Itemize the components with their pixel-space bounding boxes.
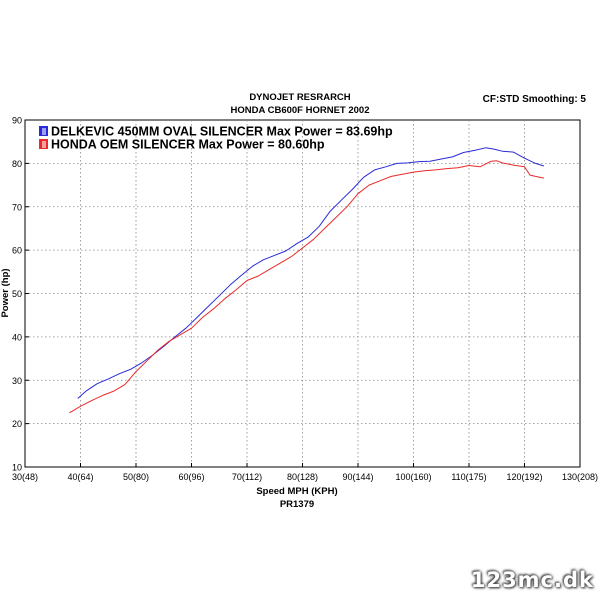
chart-title-line2: HONDA CB600F HORNET 2002 — [230, 105, 370, 116]
y-axis-label: Power (hp) — [0, 268, 11, 317]
x-tick-label: 120(192) — [506, 472, 542, 482]
legend-swatch-shine — [42, 128, 46, 135]
x-tick-label: 80(128) — [287, 472, 318, 482]
axis-ticks: 30(48) 40(64) 50(80) 60(96) 70(112) 80(128) 90… — [12, 116, 598, 483]
y-tick-label: 90 — [12, 116, 22, 126]
y-tick-label: 70 — [12, 202, 22, 212]
legend-entry-1: HONDA OEM SILENCER Max Power = 80.60hp — [39, 138, 325, 152]
x-tick-label: 30(48) — [12, 472, 38, 482]
y-tick-label: 50 — [12, 289, 22, 299]
chart-title-line1: DYNOJET RESRARCH — [249, 92, 351, 103]
x-tick-label: 40(64) — [67, 472, 93, 482]
legend-label-0: DELKEVIC 450MM OVAL SILENCER Max Power =… — [51, 125, 393, 139]
watermark-logo: 123mc.dk — [470, 568, 594, 592]
legend-entry-0: DELKEVIC 450MM OVAL SILENCER Max Power =… — [39, 125, 393, 139]
x-axis-label: Speed MPH (KPH) — [256, 486, 337, 497]
y-tick-label: 20 — [12, 419, 22, 429]
x-tick-label: 100(160) — [395, 472, 431, 482]
legend-label-1: HONDA OEM SILENCER Max Power = 80.60hp — [51, 138, 325, 152]
x-tick-label: 60(96) — [178, 472, 204, 482]
x-tick-label: 70(112) — [232, 472, 262, 482]
legend: DELKEVIC 450MM OVAL SILENCER Max Power =… — [39, 125, 393, 152]
x-tick-label: 90(144) — [342, 472, 373, 482]
y-tick-label: 80 — [12, 159, 22, 169]
settings-readout: CF:STD Smoothing: 5 — [482, 94, 586, 105]
grid-lines — [25, 120, 580, 467]
series-layer — [69, 147, 545, 414]
y-tick-label: 10 — [12, 463, 22, 473]
y-tick-label: 60 — [12, 246, 22, 256]
series-line-1 — [69, 160, 545, 414]
y-tick-label: 40 — [12, 332, 22, 342]
run-id-label: PR1379 — [280, 499, 314, 510]
x-tick-label: 130(208) — [562, 472, 598, 482]
legend-swatch-shine — [42, 141, 46, 148]
x-tick-label: 110(175) — [451, 472, 486, 482]
y-tick-label: 30 — [12, 376, 22, 386]
x-tick-label: 50(80) — [123, 472, 149, 482]
